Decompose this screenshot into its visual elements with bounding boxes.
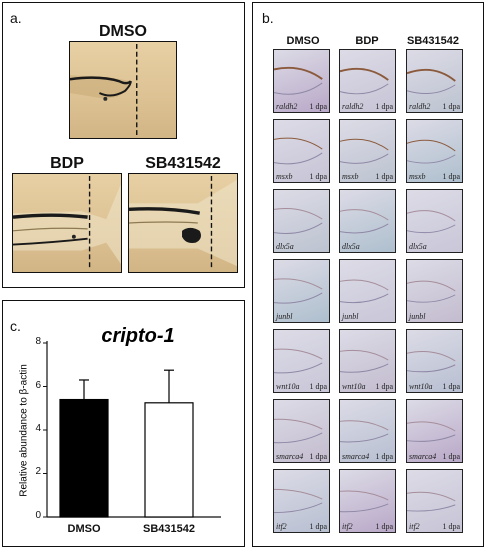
x-category-label: DMSO: [67, 523, 101, 535]
ish-image-msxb-bdp: msxb 1 dpa: [339, 119, 396, 183]
dmso-fin-image: [69, 41, 177, 139]
cripto-bar-chart: [43, 341, 221, 518]
dpa-label: 1 dpa: [309, 172, 327, 181]
sb431542-title: SB431542: [145, 155, 221, 172]
dpa-label: 1 dpa: [309, 382, 327, 391]
bdp-title: BDP: [50, 155, 84, 172]
gene-label: wnt10a: [342, 382, 366, 391]
panel-c: c. cripto-1 Relative abundance to β-acti…: [2, 300, 245, 547]
panel-a-label: a.: [10, 10, 22, 26]
gene-label: itf2: [342, 522, 353, 531]
dpa-label: 1 dpa: [375, 382, 393, 391]
chart-title: cripto-1: [101, 325, 175, 347]
ish-image-itf2-dmso: itf2 1 dpa: [273, 469, 330, 533]
gene-label: smarca4: [409, 452, 437, 461]
ish-image-itf2-bdp: itf2 1 dpa: [339, 469, 396, 533]
gene-label: raldh2: [409, 102, 431, 111]
ish-image-junbl-dmso: junbl: [273, 259, 330, 323]
dpa-label: 1 dpa: [442, 382, 460, 391]
ish-image-smarca4-dmso: smarca4 1 dpa: [273, 399, 330, 463]
ish-image-grid: raldh2 1 dpa raldh2 1 dpa raldh2 1 dpa msxb 1 d…: [273, 49, 473, 539]
gene-label: dlx5a: [409, 242, 427, 251]
bdp-fin-image: [12, 173, 122, 273]
ish-image-raldh2-bdp: raldh2 1 dpa: [339, 49, 396, 113]
gene-label: junbl: [409, 312, 426, 321]
ish-image-dlx5a-dmso: dlx5a: [273, 189, 330, 253]
panel-b-label: b.: [262, 10, 274, 26]
gene-label: wnt10a: [409, 382, 433, 391]
ish-image-dlx5a-bdp: dlx5a: [339, 189, 396, 253]
x-category-label: SB431542: [143, 523, 195, 535]
dpa-label: 1 dpa: [442, 452, 460, 461]
dpa-label: 1 dpa: [442, 172, 460, 181]
panel-b: b. DMSO BDP SB431542 raldh2 1 dpa raldh2 1 …: [252, 2, 484, 547]
gene-label: junbl: [276, 312, 293, 321]
gene-label: msxb: [409, 172, 426, 181]
dpa-label: 1 dpa: [309, 452, 327, 461]
dpa-label: 1 dpa: [309, 102, 327, 111]
bar-dmso: [59, 398, 109, 518]
dpa-label: 1 dpa: [375, 172, 393, 181]
panel-a: a. DMSO BDP SB431542: [2, 2, 245, 288]
gene-label: msxb: [342, 172, 359, 181]
ish-image-junbl-bdp: junbl: [339, 259, 396, 323]
panel-c-label: c.: [10, 318, 21, 334]
dpa-label: 1 dpa: [375, 522, 393, 531]
gene-label: dlx5a: [342, 242, 360, 251]
dpa-label: 1 dpa: [375, 102, 393, 111]
dpa-label: 1 dpa: [375, 452, 393, 461]
dpa-label: 1 dpa: [309, 522, 327, 531]
gene-label: raldh2: [276, 102, 298, 111]
y-tick-label: 8: [35, 336, 41, 347]
dmso-title: DMSO: [99, 23, 147, 40]
ish-image-smarca4-sb431542: smarca4 1 dpa: [406, 399, 463, 463]
sb431542-fin-image: [128, 173, 238, 273]
gene-label: wnt10a: [276, 382, 300, 391]
gene-label: dlx5a: [276, 242, 294, 251]
ish-image-itf2-sb431542: itf2 1 dpa: [406, 469, 463, 533]
column-header-sb431542: SB431542: [407, 35, 459, 47]
y-tick-label: 0: [35, 510, 41, 521]
column-header-dmso: DMSO: [286, 35, 320, 47]
ish-image-smarca4-bdp: smarca4 1 dpa: [339, 399, 396, 463]
ish-image-msxb-sb431542: msxb 1 dpa: [406, 119, 463, 183]
bar-sb431542: [144, 402, 194, 518]
dpa-label: 1 dpa: [442, 102, 460, 111]
ish-image-dlx5a-sb431542: dlx5a: [406, 189, 463, 253]
column-header-bdp: BDP: [355, 35, 379, 47]
ish-image-raldh2-sb431542: raldh2 1 dpa: [406, 49, 463, 113]
gene-label: junbl: [342, 312, 359, 321]
ish-image-junbl-sb431542: junbl: [406, 259, 463, 323]
y-tick-label: 4: [35, 423, 41, 434]
ish-image-wnt10a-bdp: wnt10a 1 dpa: [339, 329, 396, 393]
dpa-label: 1 dpa: [442, 522, 460, 531]
gene-label: msxb: [276, 172, 293, 181]
y-tick-label: 2: [35, 466, 41, 477]
gene-label: smarca4: [342, 452, 370, 461]
y-tick-label: 6: [35, 380, 41, 391]
ish-image-wnt10a-dmso: wnt10a 1 dpa: [273, 329, 330, 393]
gene-label: itf2: [276, 522, 287, 531]
ish-image-raldh2-dmso: raldh2 1 dpa: [273, 49, 330, 113]
ish-image-wnt10a-sb431542: wnt10a 1 dpa: [406, 329, 463, 393]
gene-label: smarca4: [276, 452, 304, 461]
gene-label: raldh2: [342, 102, 364, 111]
ish-image-msxb-dmso: msxb 1 dpa: [273, 119, 330, 183]
gene-label: itf2: [409, 522, 420, 531]
